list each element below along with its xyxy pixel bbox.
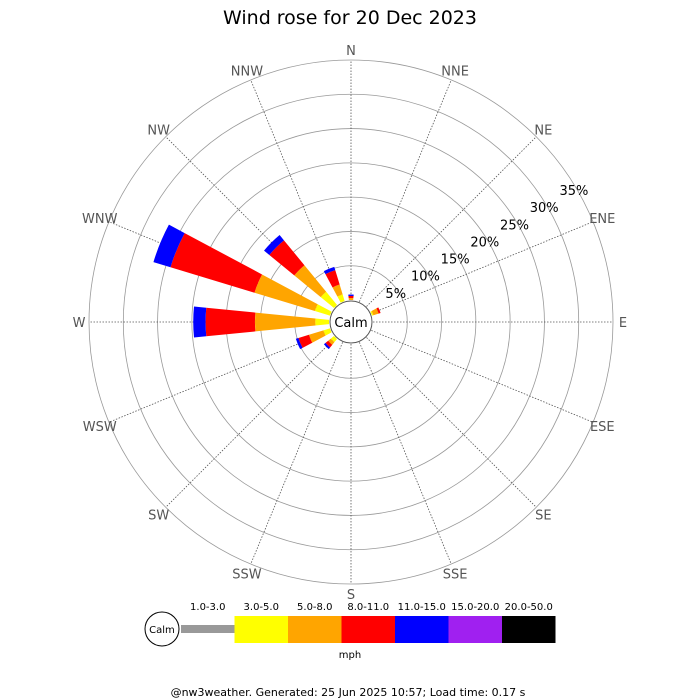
bar-sw-1 bbox=[330, 335, 338, 343]
direction-label-wnw: WNW bbox=[82, 212, 118, 227]
legend-bin-label: 1.0-3.0 bbox=[190, 602, 225, 613]
bar-nnw-4 bbox=[323, 266, 336, 275]
direction-label-nnw: NNW bbox=[231, 65, 263, 80]
bar-ene-1 bbox=[370, 310, 374, 316]
legend-bin-label: 8.0-11.0 bbox=[347, 602, 389, 613]
percent-labels: 5% 10%15%20%25%30%35% bbox=[385, 184, 588, 302]
direction-label-sse: SSE bbox=[443, 567, 468, 582]
bar-n-3 bbox=[348, 295, 354, 299]
grid-circle bbox=[191, 162, 511, 482]
direction-label-ne: NE bbox=[534, 124, 552, 139]
percent-label: 35% bbox=[559, 184, 588, 199]
bar-w-4 bbox=[193, 306, 207, 338]
percent-label: 20% bbox=[470, 235, 499, 250]
calm-label: Calm bbox=[334, 316, 367, 331]
bar-n-4 bbox=[348, 294, 354, 297]
legend-swatch bbox=[288, 616, 342, 643]
bar-sw-3 bbox=[325, 340, 333, 348]
bar-nnw-3 bbox=[325, 270, 340, 288]
calm-center: Calm bbox=[329, 300, 373, 344]
grid-spoke bbox=[366, 337, 537, 508]
direction-label-w: W bbox=[73, 316, 86, 331]
percent-label: 5% bbox=[385, 287, 406, 302]
legend-unit: mph bbox=[339, 650, 361, 661]
legend-swatch bbox=[448, 616, 502, 643]
direction-label-e: E bbox=[619, 316, 627, 331]
bar-w-3 bbox=[205, 307, 256, 337]
bar-nw-1 bbox=[320, 291, 338, 309]
grid-spoke bbox=[165, 337, 336, 508]
percent-label: 10% bbox=[411, 270, 440, 285]
bar-wsw-3 bbox=[298, 334, 313, 348]
legend-bin-label: 3.0-5.0 bbox=[244, 602, 279, 613]
grid-circle bbox=[122, 93, 580, 551]
bar-w-2 bbox=[254, 312, 316, 332]
legend-swatch bbox=[234, 616, 288, 643]
bar-nw-3 bbox=[269, 240, 305, 276]
bar-wnw-4 bbox=[153, 224, 185, 268]
bar-sw-4 bbox=[323, 342, 331, 350]
legend-bin-label: 11.0-15.0 bbox=[398, 602, 446, 613]
bar-wsw-4 bbox=[295, 337, 303, 350]
bar-wnw-2 bbox=[254, 274, 318, 312]
bar-wnw-3 bbox=[170, 233, 263, 293]
direction-label-ssw: SSW bbox=[232, 567, 262, 582]
direction-label-ene: ENE bbox=[589, 212, 615, 227]
grid-spoke bbox=[359, 79, 452, 302]
wind-bars bbox=[153, 224, 381, 350]
legend-calm-circle bbox=[144, 611, 180, 647]
percent-label: 15% bbox=[441, 253, 470, 268]
bar-nnw-2 bbox=[332, 284, 343, 297]
legend-bin-label: 15.0-20.0 bbox=[451, 602, 499, 613]
grid-spoke bbox=[366, 136, 537, 307]
legend-bin-label: 20.0-50.0 bbox=[505, 602, 553, 613]
direction-label-se: SE bbox=[535, 508, 551, 523]
direction-label-nw: NW bbox=[147, 124, 170, 139]
bar-n-2 bbox=[348, 297, 354, 301]
bar-nnw-1 bbox=[337, 294, 345, 303]
direction-label-n: N bbox=[346, 44, 356, 59]
legend-swatch bbox=[502, 616, 556, 643]
direction-label-nne: NNE bbox=[441, 65, 469, 80]
bar-w-1 bbox=[315, 318, 330, 326]
legend-calm-label: Calm bbox=[149, 625, 175, 636]
direction-label-s: S bbox=[347, 588, 355, 603]
grid-spoke bbox=[108, 330, 331, 423]
chart-title: Wind rose for 20 Dec 2023 bbox=[223, 7, 477, 29]
percent-label: 25% bbox=[500, 218, 529, 233]
bar-wsw-2 bbox=[308, 330, 326, 343]
bar-wnw-1 bbox=[314, 304, 332, 316]
bar-nw-2 bbox=[294, 265, 327, 298]
legend-swatch bbox=[341, 616, 395, 643]
direction-labels: N NNE NE ENE E ESE SE SSE S SSW SW WSW W WNW NW NNW bbox=[73, 44, 628, 603]
footer-text: @nw3weather. Generated: 25 Jun 2025 10:5… bbox=[171, 686, 526, 699]
bar-wsw-1 bbox=[323, 328, 332, 336]
grid-spoke bbox=[250, 342, 343, 565]
legend-swatch bbox=[181, 625, 235, 633]
direction-label-ese: ESE bbox=[590, 420, 615, 435]
grid-spoke bbox=[371, 330, 594, 423]
grid-spoke bbox=[250, 79, 343, 302]
bar-sw-2 bbox=[328, 338, 335, 345]
direction-label-wsw: WSW bbox=[83, 420, 117, 435]
grid-circle bbox=[88, 59, 614, 585]
bar-ene-3 bbox=[376, 307, 381, 314]
direction-label-sw: SW bbox=[148, 508, 169, 523]
bar-nw-4 bbox=[264, 235, 284, 255]
grid-spoke bbox=[359, 342, 452, 565]
legend-bins: 1.0-3.0 3.0-5.0 5.0-8.0 8.0-11.0 11.0-15.0 15… bbox=[181, 602, 556, 643]
grid-spoke bbox=[371, 221, 594, 314]
speed-legend: Calm 1.0-3.0 3.0-5.0 5.0-8.0 8.0-11.0 11.0-1… bbox=[144, 602, 556, 661]
calm-circle bbox=[329, 300, 373, 344]
legend-bin-label: 5.0-8.0 bbox=[297, 602, 332, 613]
bar-ene-2 bbox=[371, 308, 379, 316]
legend-swatch bbox=[395, 616, 449, 643]
percent-label: 30% bbox=[530, 201, 559, 216]
